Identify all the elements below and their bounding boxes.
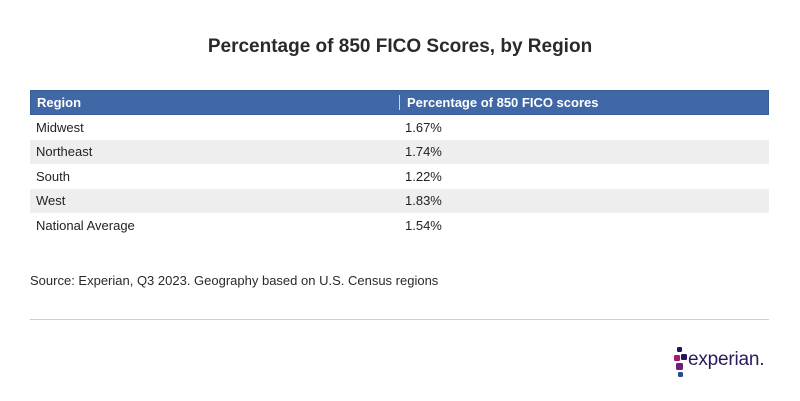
divider	[30, 319, 769, 320]
source-note: Source: Experian, Q3 2023. Geography bas…	[30, 273, 439, 288]
percentage-cell: 1.74%	[405, 144, 442, 160]
table-header-row: Region Percentage of 850 FICO scores	[30, 90, 769, 115]
table-row: Midwest 1.67%	[30, 115, 769, 140]
chart-title: Percentage of 850 FICO Scores, by Region	[207, 36, 593, 57]
table-row: South 1.22%	[30, 164, 769, 189]
region-cell: Midwest	[36, 119, 84, 135]
column-header-percentage: Percentage of 850 FICO scores	[399, 95, 768, 110]
region-cell: South	[36, 168, 70, 184]
percentage-cell: 1.54%	[405, 217, 442, 233]
data-table: Region Percentage of 850 FICO scores Mid…	[30, 90, 769, 238]
region-cell: National Average	[36, 217, 135, 233]
logo-wordmark: experian.	[688, 349, 765, 370]
table-row: West 1.83%	[30, 188, 769, 213]
experian-logo: experian.	[674, 344, 774, 380]
percentage-cell: 1.67%	[405, 119, 442, 135]
column-header-region: Region	[37, 95, 82, 110]
logo-dots-icon	[674, 347, 687, 377]
percentage-cell: 1.22%	[405, 168, 442, 184]
percentage-cell: 1.83%	[405, 193, 442, 209]
region-cell: Northeast	[36, 144, 93, 160]
table-row: Northeast 1.74%	[30, 139, 769, 164]
table-row: National Average 1.54%	[30, 213, 769, 238]
region-cell: West	[36, 193, 66, 209]
